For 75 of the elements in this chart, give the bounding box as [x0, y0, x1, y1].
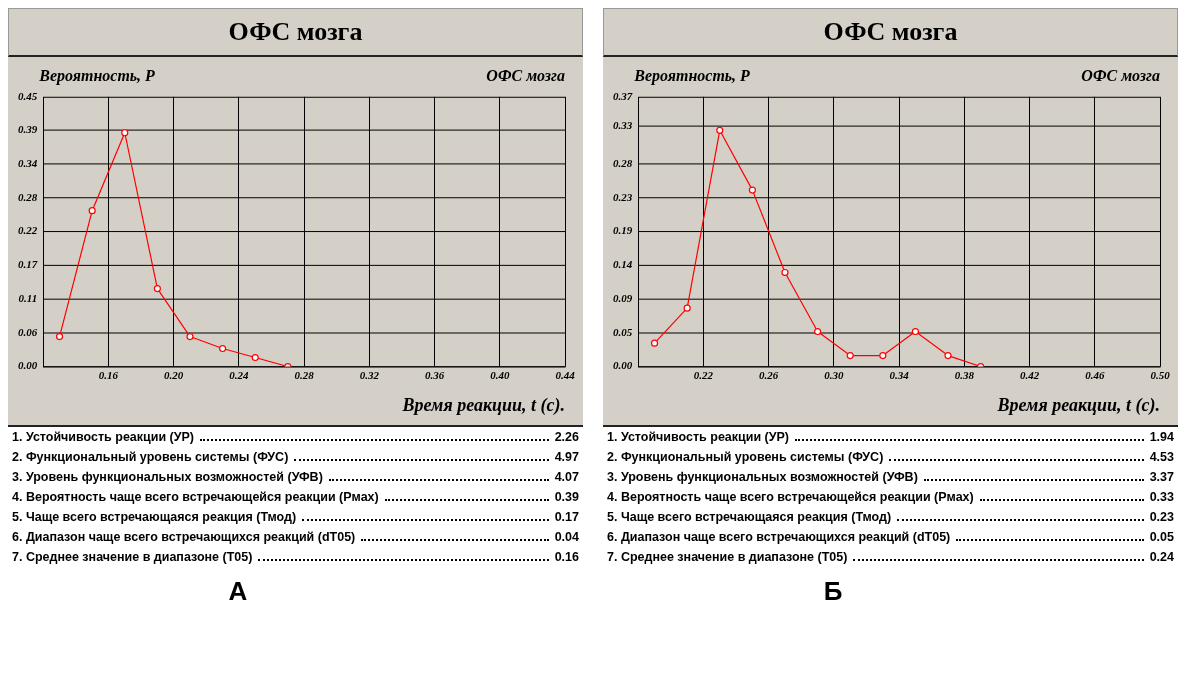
y-tick-label: 0.17 — [17, 258, 38, 271]
x-tick-label: 0.22 — [693, 368, 714, 381]
text: 2. Функциональный уровень системы (ФУС) 4.53 — [607, 450, 1174, 464]
text: 5. Чаще всего встречающаяся реакция (Тмод) 0.17 — [12, 510, 579, 524]
point — [911, 327, 920, 336]
text: 3. Уровень функциональных возможностей (УФВ) 3.37 — [607, 470, 1174, 484]
x-tick-label: 0.46 — [1085, 368, 1105, 381]
y-tick-label: 0.45 — [17, 89, 38, 102]
x-tick-label: 0.40 — [490, 368, 510, 381]
x-tick-label: 0.44 — [555, 368, 576, 381]
x-tick-label: 0.26 — [759, 368, 779, 381]
point — [879, 352, 887, 360]
text: 6. Диапазон чаще всего встречающихся реакций (dT05) 0.04 — [12, 530, 579, 544]
y-tick-label: 0.33 — [612, 118, 633, 131]
y-tick-label: 0.28 — [612, 157, 633, 170]
x-tick-label: 0.24 — [229, 368, 250, 381]
chart-title: ОФС мозга — [603, 8, 1178, 57]
y-tick-label: 0.14 — [612, 258, 633, 271]
text: 1. Устойчивость реакции (УР) 1.94 — [607, 430, 1174, 444]
chart-subtitle: ОФС мозга — [486, 67, 566, 84]
y-tick-label: 0.00 — [612, 359, 633, 372]
x-tick-label: 0.50 — [1150, 368, 1171, 381]
point — [748, 186, 756, 194]
y-axis-title: Вероятность, P — [38, 67, 156, 85]
point — [650, 339, 659, 347]
text: 3. Уровень функциональных возможностей (УФВ) 4.07 — [12, 470, 579, 484]
x-tick-label: 0.38 — [954, 368, 975, 381]
text: 4. Вероятность чаще всего встречающейся реакции (Pмах) 0.33 — [607, 490, 1174, 504]
y-tick-label: 0.28 — [17, 190, 38, 203]
text: 2. Функциональный уровень системы (ФУС) 4.97 — [12, 450, 579, 464]
text: 7. Среднее значение в диапазоне (T05) 0.16 — [12, 550, 579, 564]
point — [88, 207, 96, 215]
y-tick-label: 0.39 — [17, 123, 38, 136]
x-tick-label: 0.20 — [164, 368, 184, 381]
y-tick-label: 0.06 — [17, 325, 38, 338]
x-tick-label: 0.16 — [98, 368, 119, 381]
x-axis-title: Время реакции, t (c). — [996, 394, 1160, 416]
point — [716, 126, 724, 134]
text: 1. Устойчивость реакции (УР) 2.26 — [12, 430, 579, 444]
y-tick-label: 0.00 — [17, 359, 38, 372]
x-tick-label: 0.42 — [1019, 368, 1040, 381]
x-tick-label: 0.36 — [424, 368, 445, 381]
x-tick-label: 0.34 — [889, 368, 910, 381]
y-tick-label: 0.05 — [612, 325, 633, 338]
y-tick-label: 0.09 — [612, 291, 633, 304]
y-axis-title: Вероятность, P — [633, 67, 751, 85]
x-tick-label: 0.30 — [824, 368, 845, 381]
x-tick-label: 0.32 — [359, 368, 380, 381]
point — [814, 327, 822, 336]
chart-title: ОФС мозга — [8, 8, 583, 57]
point — [121, 129, 129, 137]
point — [251, 353, 259, 362]
point — [846, 352, 854, 360]
text: А — [227, 576, 249, 607]
text: 5. Чаще всего встречающаяся реакция (Тмод) 0.23 — [607, 510, 1174, 524]
text: Б — [822, 576, 844, 607]
point — [944, 352, 952, 360]
chart-subtitle: ОФС мозга — [1081, 67, 1161, 84]
y-tick-label: 0.11 — [18, 291, 38, 304]
x-tick-label: 0.28 — [294, 368, 315, 381]
point — [55, 332, 64, 341]
y-tick-label: 0.34 — [17, 157, 38, 170]
y-tick-label: 0.23 — [612, 190, 633, 203]
point — [186, 332, 194, 341]
point — [781, 268, 789, 277]
text: 7. Среднее значение в диапазоне (T05) 0.24 — [607, 550, 1174, 564]
text: 4. Вероятность чаще всего встречающейся реакции (Pмах) 0.39 — [12, 490, 579, 504]
x-axis-title: Время реакции, t (c). — [401, 394, 565, 416]
point — [219, 344, 227, 353]
y-tick-label: 0.37 — [612, 89, 633, 102]
text: 6. Диапазон чаще всего встречающихся реакций (dT05) 0.05 — [607, 530, 1174, 544]
y-tick-label: 0.19 — [612, 224, 633, 237]
y-tick-label: 0.22 — [17, 224, 38, 237]
point — [683, 304, 691, 312]
point — [153, 285, 161, 293]
